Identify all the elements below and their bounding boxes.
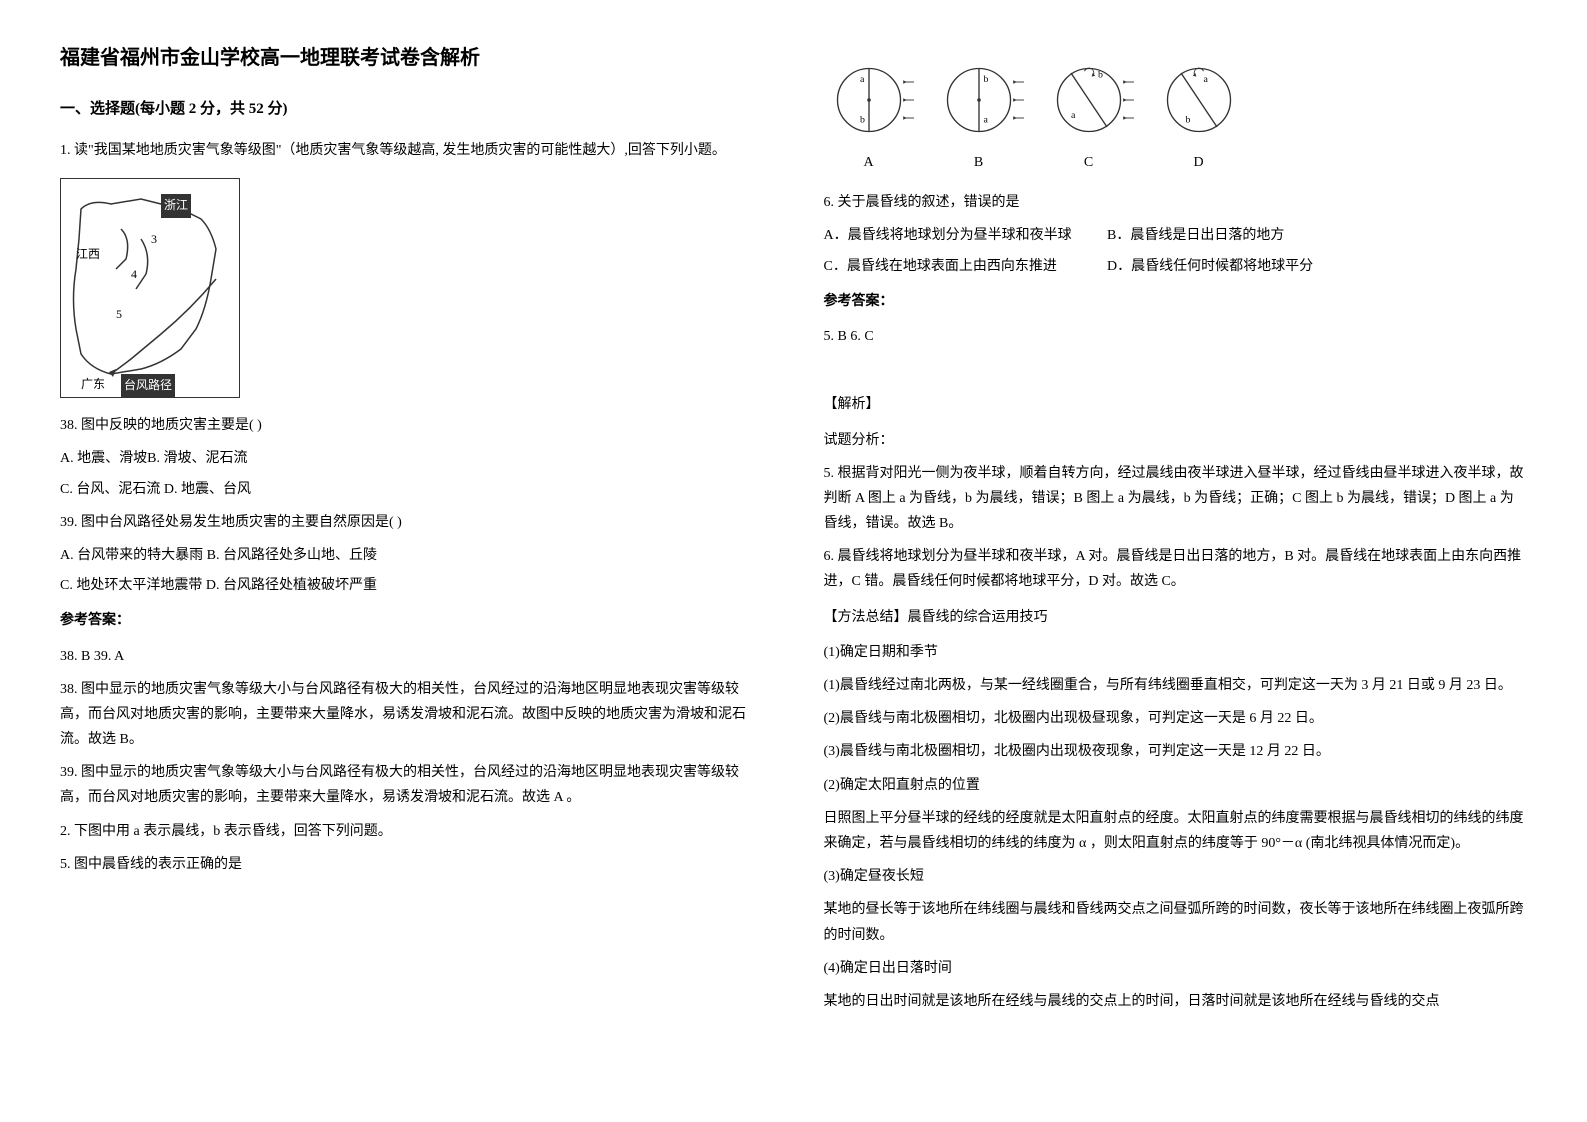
option-a: A. 地震、滑坡 <box>60 451 147 466</box>
option-row: C. 地处环太平洋地震带 D. 台风路径处植被破坏严重 <box>60 573 764 598</box>
diagram-d: a b <box>1154 55 1244 145</box>
answer-text: 5. B 6. C <box>824 324 1528 349</box>
map-diagram: 浙江 江西 广东 台风路径 3 4 5 <box>60 178 240 398</box>
section-heading: 一、选择题(每小题 2 分，共 52 分) <box>60 96 764 123</box>
diagram-label-a: A <box>863 150 873 175</box>
option-c: C. 台风、泥石流 <box>60 482 160 497</box>
option-b: B. 台风路径处多山地、丘陵 <box>207 548 377 563</box>
question-2-intro: 2. 下图中用 a 表示晨线，b 表示昏线，回答下列问题。 <box>60 819 764 844</box>
option-d: D．晨昏线任何时候都将地球平分 <box>1107 259 1313 274</box>
diagram-label-c: C <box>1084 150 1093 175</box>
svg-text:a: a <box>1071 110 1076 121</box>
svg-text:a: a <box>860 74 865 85</box>
sub1-item2: (2)晨昏线与南北极圈相切，北极圈内出现极昼现象，可判定这一天是 6 月 22 … <box>824 706 1528 731</box>
question-1-intro: 1. 读"我国某地地质灾害气象等级图"（地质灾害气象等级越高, 发生地质灾害的可… <box>60 138 764 163</box>
option-d: D. 台风路径处植被破坏严重 <box>206 578 377 593</box>
analysis-5: 5. 根据背对阳光一侧为夜半球，顺着自转方向，经过晨线由夜半球进入昼半球，经过昏… <box>824 461 1528 537</box>
svg-text:a: a <box>983 115 988 126</box>
question-39-text: 39. 图中台风路径处易发生地质灾害的主要自然原因是( ) <box>60 510 764 535</box>
svg-text:b: b <box>983 74 988 85</box>
option-a: A．晨昏线将地球划分为昼半球和夜半球 <box>824 223 1104 248</box>
answer-heading: 参考答案： <box>824 289 1528 314</box>
option-row: A．晨昏线将地球划分为昼半球和夜半球 B．晨昏线是日出日落的地方 <box>824 223 1528 248</box>
map-label-zhejiang: 浙江 <box>161 194 191 218</box>
answer-text: 38. B 39. A <box>60 644 764 669</box>
option-c: C．晨昏线在地球表面上由西向东推进 <box>824 254 1104 279</box>
map-label-jiangxi: 江西 <box>76 244 100 266</box>
diagram-label-b: B <box>974 150 983 175</box>
option-b: B. 滑坡、泥石流 <box>147 451 247 466</box>
analysis-heading: 【解析】 <box>824 392 1528 417</box>
sub1-item3: (3)晨昏线与南北极圈相切，北极圈内出现极夜现象，可判定这一天是 12 月 22… <box>824 739 1528 764</box>
sub3-heading: (3)确定昼夜长短 <box>824 864 1528 889</box>
sub4-text: 某地的日出时间就是该地所在经线与晨线的交点上的时间，日落时间就是该地所在经线与昏… <box>824 989 1528 1014</box>
exam-title: 福建省福州市金山学校高一地理联考试卷含解析 <box>60 40 764 76</box>
diagram-b: b a <box>934 55 1024 145</box>
method-heading: 【方法总结】晨昏线的综合运用技巧 <box>824 605 1528 630</box>
sub3-text: 某地的昼长等于该地所在纬线圈与晨线和昏线两交点之间昼弧所跨的时间数，夜长等于该地… <box>824 897 1528 947</box>
option-c: C. 地处环太平洋地震带 <box>60 578 202 593</box>
sub1-item1: (1)晨昏线经过南北两极，与某一经线圈重合，与所有纬线圈垂直相交，可判定这一天为… <box>824 673 1528 698</box>
question-5-text: 5. 图中晨昏线的表示正确的是 <box>60 852 764 877</box>
map-label-4: 4 <box>131 264 137 286</box>
diagram-row: a b A b a <box>824 55 1528 175</box>
option-row: C．晨昏线在地球表面上由西向东推进 D．晨昏线任何时候都将地球平分 <box>824 254 1528 279</box>
diagram-a: a b <box>824 55 914 145</box>
explanation-38: 38. 图中显示的地质灾害气象等级大小与台风路径有极大的相关性，台风经过的沿海地… <box>60 677 764 753</box>
diagram-label-d: D <box>1193 150 1203 175</box>
question-38-text: 38. 图中反映的地质灾害主要是( ) <box>60 413 764 438</box>
map-label-guangdong: 广东 <box>81 374 105 396</box>
svg-text:a: a <box>1203 74 1208 85</box>
sub2-text: 日照图上平分昼半球的经线的经度就是太阳直射点的经度。太阳直射点的纬度需要根据与晨… <box>824 806 1528 856</box>
option-row: A. 地震、滑坡B. 滑坡、泥石流 <box>60 446 764 471</box>
question-6-text: 6. 关于晨昏线的叙述，错误的是 <box>824 190 1528 215</box>
analysis-6: 6. 晨昏线将地球划分为昼半球和夜半球，A 对。晨昏线是日出日落的地方，B 对。… <box>824 544 1528 594</box>
sub4-heading: (4)确定日出日落时间 <box>824 956 1528 981</box>
svg-text:b: b <box>1185 115 1190 126</box>
sub2-heading: (2)确定太阳直射点的位置 <box>824 773 1528 798</box>
svg-text:b: b <box>860 115 865 126</box>
sub1-heading: (1)确定日期和季节 <box>824 640 1528 665</box>
option-row: C. 台风、泥石流 D. 地震、台风 <box>60 477 764 502</box>
explanation-39: 39. 图中显示的地质灾害气象等级大小与台风路径有极大的相关性，台风经过的沿海地… <box>60 760 764 810</box>
diagram-c: b a <box>1044 55 1134 145</box>
map-label-3: 3 <box>151 229 157 251</box>
option-d: D. 地震、台风 <box>164 482 251 497</box>
option-b: B．晨昏线是日出日落的地方 <box>1107 228 1284 243</box>
map-label-5: 5 <box>116 304 122 326</box>
analysis-sub: 试题分析： <box>824 428 1528 453</box>
option-a: A. 台风带来的特大暴雨 <box>60 548 203 563</box>
map-label-typhoon: 台风路径 <box>121 374 175 398</box>
svg-text:b: b <box>1098 70 1103 81</box>
answer-heading: 参考答案： <box>60 608 764 633</box>
option-row: A. 台风带来的特大暴雨 B. 台风路径处多山地、丘陵 <box>60 543 764 568</box>
